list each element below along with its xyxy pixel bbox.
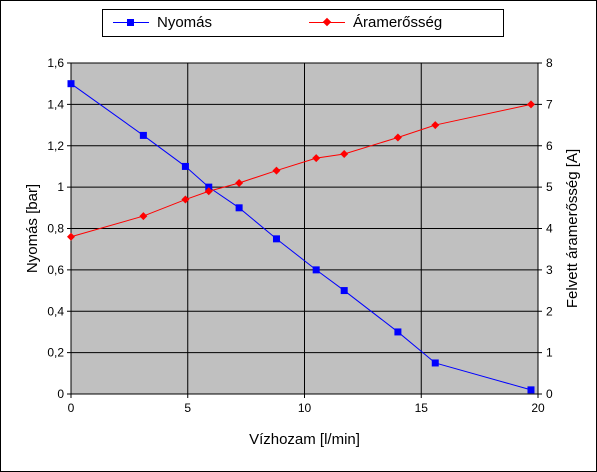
data-point-square [205, 183, 213, 191]
y-axis-label: Nyomás [bar] [24, 184, 41, 273]
data-point-square [340, 287, 348, 295]
data-point-diamond [312, 154, 321, 163]
y2-tick-label: 2 [546, 304, 553, 318]
data-point-square [272, 235, 280, 243]
y2-tick-label: 5 [546, 180, 553, 194]
y2-tick-label: 7 [546, 97, 553, 111]
legend-label-nyomas: Nyomás [157, 14, 213, 31]
y-tick-label: 0,2 [47, 346, 64, 360]
data-point-diamond [393, 133, 402, 142]
y2-tick-label: 3 [546, 263, 553, 277]
data-point-square [181, 162, 189, 170]
x-tick-label: 0 [68, 401, 75, 415]
y2-tick-label: 8 [546, 56, 553, 70]
y2-tick-label: 1 [546, 346, 553, 360]
data-point-diamond [526, 100, 535, 109]
legend-item-nyomas: Nyomás [113, 10, 273, 36]
data-point-diamond [204, 187, 213, 196]
y2-tick-label: 6 [546, 139, 553, 153]
data-point-diamond [235, 178, 244, 187]
x-tick-label: 15 [415, 401, 429, 415]
y-tick-label: 0,6 [47, 263, 64, 277]
data-point-diamond [340, 150, 349, 159]
legend-item-aramerosseg: Áramerősség [309, 10, 499, 36]
legend-marker-square-icon [127, 19, 134, 26]
data-point-square [139, 131, 147, 139]
x-tick-label: 20 [531, 401, 545, 415]
x-tick-label: 5 [184, 401, 191, 415]
data-point-diamond [272, 166, 281, 175]
series-group [67, 80, 535, 394]
y-tick-label: 1,6 [47, 56, 64, 70]
data-point-square [431, 359, 439, 367]
data-point-diamond [181, 195, 190, 204]
data-point-diamond [139, 212, 148, 221]
data-point-square [312, 266, 320, 274]
data-point-square [527, 386, 535, 394]
y-tick-label: 1,2 [47, 139, 64, 153]
legend-label-aramerosseg: Áramerősség [353, 14, 443, 31]
data-point-diamond [431, 121, 440, 130]
x-axis-label: Vízhozam [l/min] [249, 431, 360, 448]
x-tick-label: 10 [298, 401, 312, 415]
y2-tick-label: 4 [546, 222, 553, 236]
y2-axis-label: Felvett áramerősség [A] [564, 149, 581, 308]
y2-tick-label: 0 [546, 387, 553, 401]
y-tick-label: 1,4 [47, 97, 64, 111]
tick-labels: 0 0,2 0,4 0,6 0,8 1 1,2 1,4 1,6 0 1 2 3 4 5 6 7 8 0 5 10 15 20 [47, 56, 553, 415]
y-tick-label: 0,4 [47, 304, 64, 318]
y-tick-label: 0 [57, 387, 64, 401]
data-point-square [235, 204, 243, 212]
data-point-square [394, 328, 402, 336]
y-tick-label: 1 [57, 180, 64, 194]
axes [67, 62, 542, 398]
data-point-diamond [67, 232, 75, 241]
data-point-square [67, 80, 75, 88]
legend: Nyomás Áramerősség [102, 9, 504, 37]
y-tick-label: 0,8 [47, 222, 64, 236]
